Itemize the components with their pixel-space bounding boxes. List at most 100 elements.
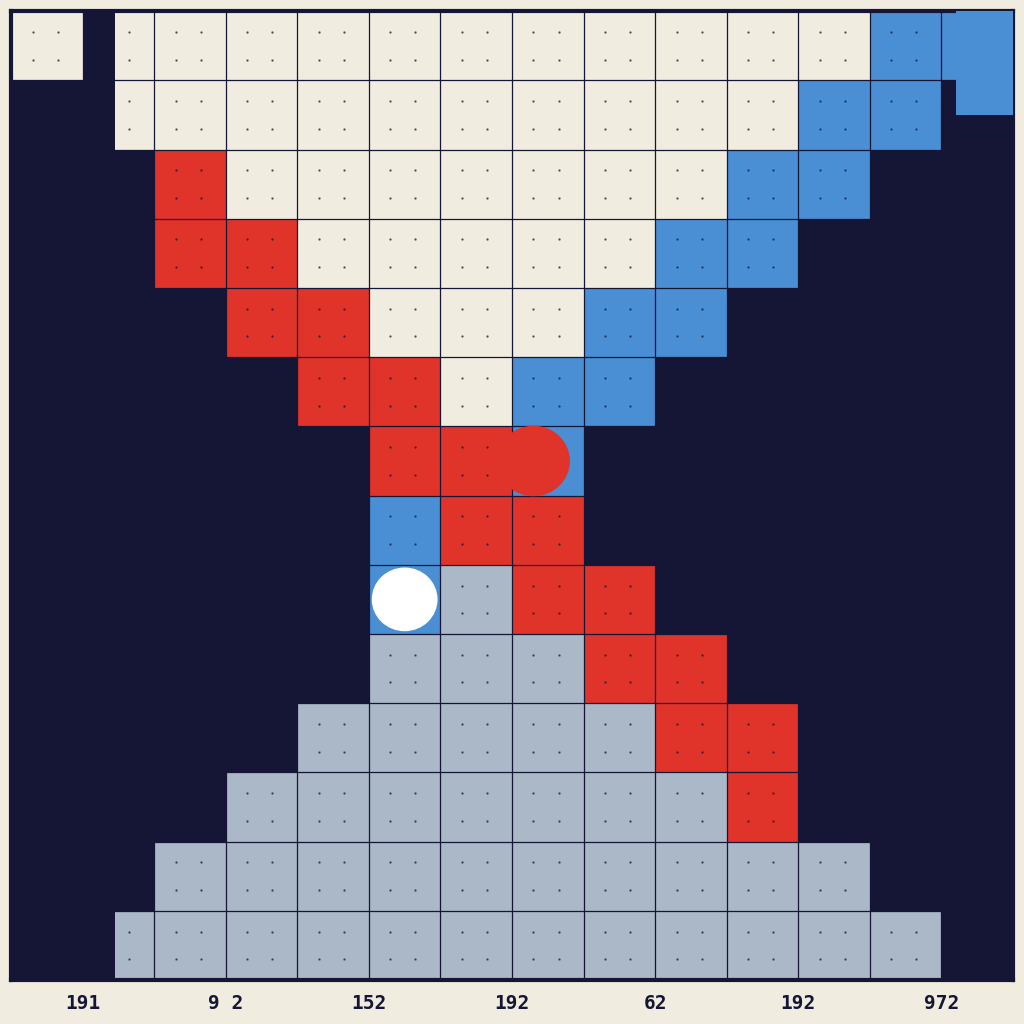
Bar xyxy=(869,772,941,842)
Bar xyxy=(584,910,655,980)
Bar xyxy=(869,426,941,496)
Bar xyxy=(11,842,83,910)
Bar xyxy=(11,288,83,357)
Bar xyxy=(655,910,727,980)
Bar xyxy=(869,496,941,565)
Bar xyxy=(869,357,941,426)
Bar xyxy=(11,703,83,772)
Bar xyxy=(512,565,584,634)
Bar xyxy=(727,496,799,565)
Bar xyxy=(11,634,83,703)
Bar xyxy=(297,426,369,496)
Bar xyxy=(369,842,440,910)
Bar xyxy=(440,565,512,634)
Bar xyxy=(297,910,369,980)
Bar xyxy=(297,357,369,426)
Bar xyxy=(369,772,440,842)
Bar xyxy=(83,634,155,703)
Bar xyxy=(225,496,297,565)
Bar xyxy=(727,565,799,634)
Bar xyxy=(799,288,869,357)
Bar xyxy=(869,842,941,910)
Bar xyxy=(941,634,1013,703)
Bar xyxy=(941,219,1013,288)
Bar xyxy=(155,426,225,496)
Bar xyxy=(941,910,1013,980)
Bar xyxy=(11,426,83,496)
Bar xyxy=(225,288,297,357)
Bar xyxy=(941,150,1013,219)
Bar xyxy=(869,288,941,357)
Bar xyxy=(297,288,369,426)
Bar xyxy=(155,910,225,980)
Bar xyxy=(225,772,297,842)
Bar xyxy=(799,565,869,634)
Bar xyxy=(11,565,83,634)
Bar xyxy=(941,565,1013,634)
Circle shape xyxy=(373,568,437,631)
Bar xyxy=(584,565,655,703)
Bar xyxy=(11,910,83,980)
Bar xyxy=(799,634,869,703)
Bar xyxy=(83,910,155,980)
Bar xyxy=(155,842,225,910)
Bar xyxy=(941,80,1013,150)
Bar xyxy=(799,80,869,219)
Bar xyxy=(440,842,512,910)
Bar xyxy=(83,219,155,288)
Bar xyxy=(584,288,655,426)
Bar xyxy=(11,80,83,150)
Bar xyxy=(369,426,440,496)
Bar xyxy=(727,842,799,910)
Bar xyxy=(83,842,155,910)
Bar xyxy=(369,565,440,634)
Bar xyxy=(512,496,584,634)
Bar xyxy=(440,426,512,565)
Bar xyxy=(512,772,584,842)
Bar xyxy=(440,910,512,980)
Bar xyxy=(155,634,225,703)
Bar xyxy=(11,357,83,426)
Bar xyxy=(799,703,869,772)
Bar xyxy=(799,219,869,288)
Bar xyxy=(83,565,155,634)
Bar xyxy=(655,565,727,634)
Bar xyxy=(225,219,297,357)
Bar xyxy=(297,565,369,634)
Bar xyxy=(297,496,369,565)
Bar xyxy=(727,426,799,496)
Bar xyxy=(83,150,155,219)
Bar xyxy=(584,842,655,910)
Bar xyxy=(83,357,155,426)
Bar xyxy=(512,496,584,565)
Bar xyxy=(869,565,941,634)
Bar xyxy=(799,842,869,910)
Bar xyxy=(155,703,225,772)
Bar xyxy=(655,426,727,496)
Bar xyxy=(155,357,225,426)
Bar xyxy=(512,910,584,980)
Bar xyxy=(799,496,869,565)
Bar xyxy=(584,426,655,496)
Bar xyxy=(440,703,512,772)
Bar xyxy=(11,772,83,842)
Bar xyxy=(727,288,799,357)
Bar xyxy=(799,357,869,426)
Circle shape xyxy=(498,426,569,496)
Bar xyxy=(225,910,297,980)
Bar xyxy=(941,11,1013,80)
Bar xyxy=(512,634,584,703)
Bar xyxy=(727,634,799,703)
Bar xyxy=(155,219,225,288)
Bar xyxy=(584,772,655,842)
Bar xyxy=(869,703,941,772)
Bar xyxy=(655,842,727,910)
Bar xyxy=(655,496,727,565)
Bar xyxy=(11,496,83,565)
Bar xyxy=(655,772,727,842)
Bar xyxy=(83,11,115,980)
Bar xyxy=(155,288,225,357)
Bar xyxy=(655,703,727,772)
Bar xyxy=(155,496,225,565)
Bar xyxy=(225,565,297,634)
